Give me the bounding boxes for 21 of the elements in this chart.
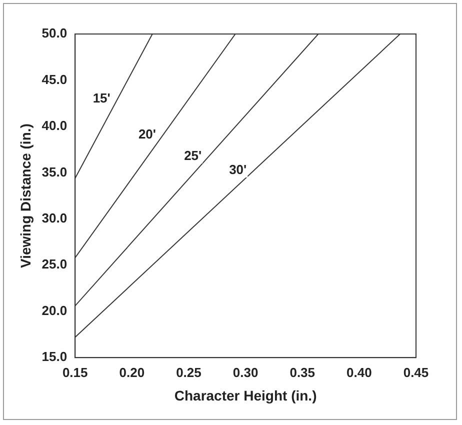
series-label: 15' (92, 90, 110, 106)
y-tick-label: 15.0 (42, 349, 68, 364)
x-tick-label: 0.25 (176, 364, 202, 380)
y-tick-label: 30.0 (42, 210, 68, 226)
x-tick-label: 0.45 (403, 364, 429, 380)
series-label: 30' (229, 162, 247, 178)
x-tick-label: 0.30 (232, 364, 258, 380)
series-label: 20' (138, 126, 156, 142)
y-tick-label: 45.0 (42, 72, 68, 87)
y-tick-label: 35.0 (42, 164, 68, 180)
x-tick-label: 0.40 (346, 364, 372, 380)
y-axis-title: Viewing Distance (in.) (17, 124, 34, 268)
x-tick-label: 0.15 (62, 364, 88, 380)
x-tick-label: 0.35 (290, 364, 316, 380)
y-tick-label: 20.0 (42, 302, 68, 318)
y-tick-label: 25.0 (42, 256, 68, 272)
y-tick-label: 40.0 (42, 118, 68, 134)
y-tick-label: 50.0 (42, 26, 68, 41)
x-axis-title: Character Height (in.) (174, 387, 317, 404)
x-tick-label: 0.20 (119, 364, 145, 380)
series-label: 25' (184, 148, 202, 163)
